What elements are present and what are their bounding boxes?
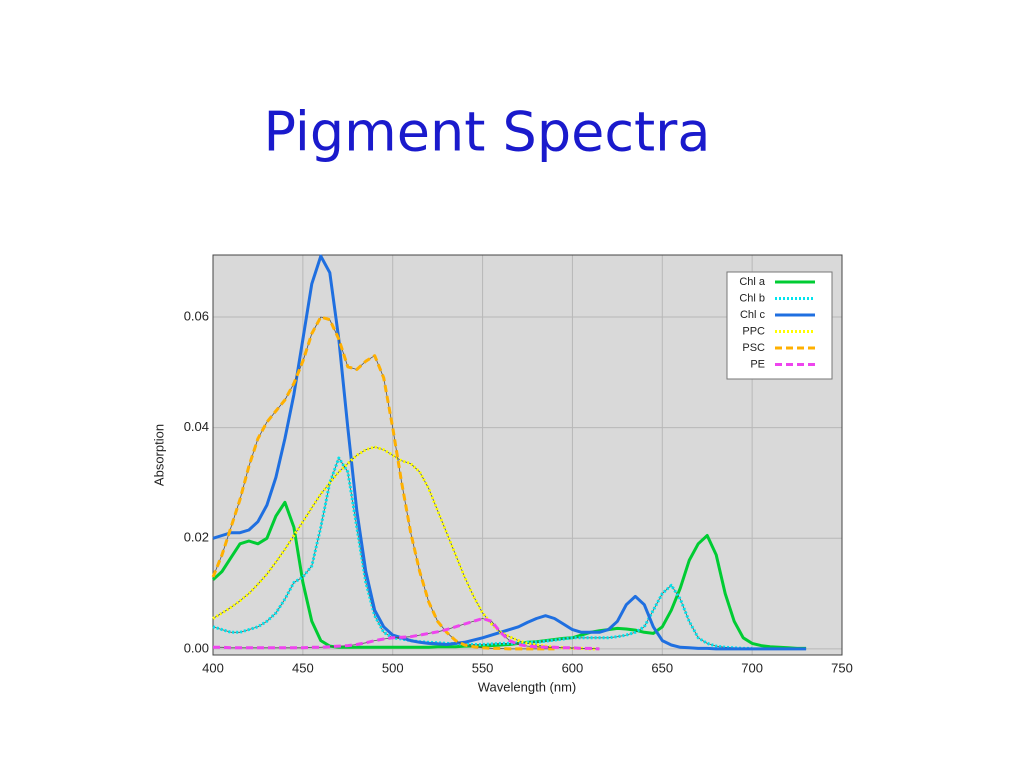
series-line <box>212 445 600 651</box>
legend-label: Chl a <box>739 276 766 288</box>
x-tick-label: 400 <box>202 660 224 675</box>
x-tick-label: 750 <box>831 660 853 675</box>
legend-label: PPC <box>742 325 765 337</box>
y-axis-label: Absorption <box>151 424 166 486</box>
x-tick-label: 600 <box>562 660 584 675</box>
series-line <box>212 456 753 650</box>
x-tick-label: 500 <box>382 660 404 675</box>
x-tick-label: 650 <box>651 660 673 675</box>
chart-title: Pigment Spectra <box>264 101 711 164</box>
x-tick-label: 700 <box>741 660 763 675</box>
x-tick-label: 450 <box>292 660 314 675</box>
plot-frame <box>212 254 843 656</box>
y-tick-label: 0.00 <box>184 640 209 655</box>
legend-box <box>726 271 833 380</box>
y-tick-label: 0.04 <box>184 419 209 434</box>
series-line <box>211 315 555 651</box>
series-line <box>212 254 807 651</box>
y-tick-label: 0.06 <box>184 308 209 323</box>
series-line <box>211 500 807 650</box>
legend-label: PE <box>750 358 765 370</box>
legend-label: Chl c <box>740 309 766 321</box>
x-tick-label: 550 <box>472 660 494 675</box>
series-line <box>213 617 600 651</box>
x-axis-label: Wavelength (nm) <box>478 679 577 694</box>
legend-label: Chl b <box>739 292 765 304</box>
legend-label: PSC <box>742 342 765 354</box>
y-tick-label: 0.02 <box>184 530 209 545</box>
